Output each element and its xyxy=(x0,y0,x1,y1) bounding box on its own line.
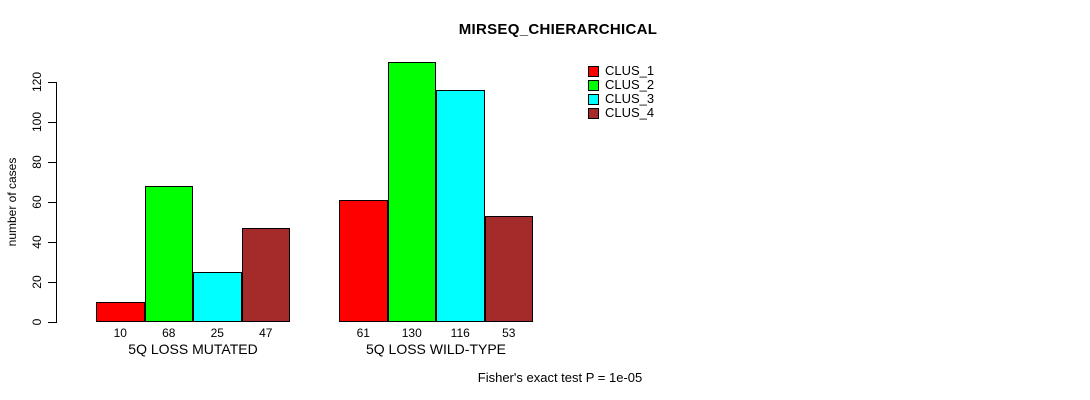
bar-clus_3-group0 xyxy=(193,272,242,322)
bar-value-label: 68 xyxy=(162,326,176,340)
bar-clus_2-group0 xyxy=(144,186,193,322)
bar-value-label: 116 xyxy=(450,326,470,340)
legend-label: CLUS_4 xyxy=(605,105,655,120)
legend-swatch-icon xyxy=(588,107,599,119)
y-axis-tick xyxy=(48,122,56,123)
fisher-test-annotation: Fisher's exact test P = 1e-05 xyxy=(477,370,643,385)
legend: CLUS_1 CLUS_2 CLUS_3 CLUS_4 xyxy=(588,64,708,124)
legend-item-clus_2: CLUS_2 xyxy=(588,78,654,92)
y-axis-tick-label: 20 xyxy=(30,275,44,289)
bar-value-label: 61 xyxy=(356,326,370,340)
bar-value-label: 53 xyxy=(502,326,516,340)
y-axis-tick-label: 60 xyxy=(30,195,44,209)
y-axis-line xyxy=(56,82,57,323)
bar-value-label: 47 xyxy=(259,326,273,340)
legend-label: CLUS_3 xyxy=(605,91,655,106)
y-axis-tick-label: 100 xyxy=(30,111,44,133)
y-axis-tick xyxy=(48,82,56,83)
x-category-label-wildtype: 5Q LOSS WILD-TYPE xyxy=(365,341,507,357)
bar-value-label: 130 xyxy=(401,326,422,340)
bar-clus_1-group1 xyxy=(339,200,388,322)
y-axis-tick-label: 0 xyxy=(30,318,44,326)
bar-clus_4-group1 xyxy=(484,216,533,322)
legend-swatch-icon xyxy=(588,93,599,105)
legend-item-clus_3: CLUS_3 xyxy=(588,92,654,106)
legend-item-clus_1: CLUS_1 xyxy=(588,64,654,78)
y-axis-tick xyxy=(48,162,56,163)
y-axis-tick xyxy=(48,202,56,203)
y-axis-tick xyxy=(48,242,56,243)
y-axis-tick xyxy=(48,282,56,283)
bar-clus_4-group0 xyxy=(241,228,290,322)
y-axis-tick xyxy=(48,322,56,323)
y-axis-title: number of cases xyxy=(5,157,19,247)
legend-label: CLUS_1 xyxy=(605,63,655,78)
legend-item-clus_4: CLUS_4 xyxy=(588,106,654,120)
x-category-label-mutated: 5Q LOSS MUTATED xyxy=(128,341,258,357)
legend-swatch-icon xyxy=(588,79,599,91)
bar-clus_2-group1 xyxy=(387,62,436,322)
bar-value-label: 25 xyxy=(210,326,224,340)
legend-label: CLUS_2 xyxy=(605,77,655,92)
y-axis-tick-label: 40 xyxy=(30,235,44,249)
chart-title: MIRSEQ_CHIERARCHICAL xyxy=(458,21,658,38)
y-axis-tick-label: 80 xyxy=(30,155,44,169)
bar-clus_3-group1 xyxy=(436,90,485,322)
legend-swatch-icon xyxy=(588,65,599,77)
bar-value-label: 10 xyxy=(113,326,127,340)
bar-clus_1-group0 xyxy=(96,302,145,322)
y-axis-tick-label: 120 xyxy=(30,71,44,93)
